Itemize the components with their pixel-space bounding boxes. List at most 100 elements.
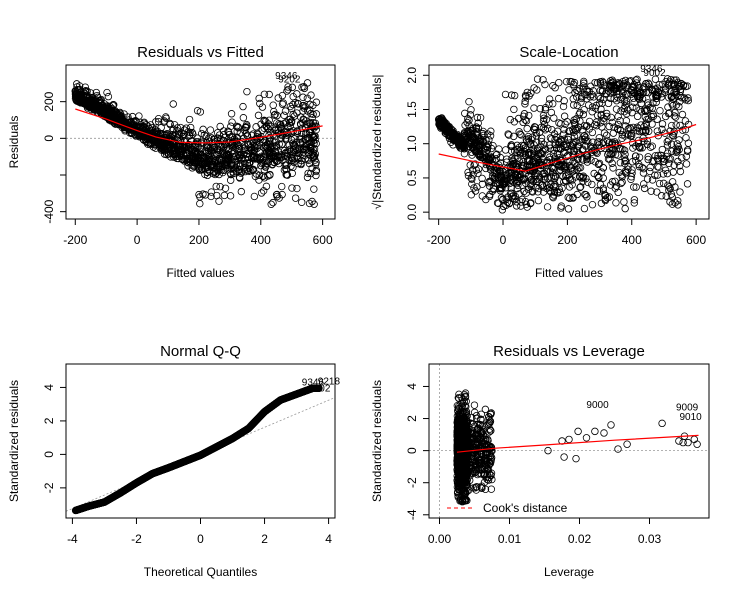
data-point bbox=[464, 168, 472, 177]
x-axis-label: Leverage bbox=[544, 565, 594, 579]
data-point bbox=[550, 175, 559, 183]
data-point bbox=[278, 140, 286, 148]
data-point bbox=[630, 196, 639, 204]
x-tick-label: 400 bbox=[251, 233, 271, 247]
data-point bbox=[472, 131, 480, 139]
x-tick-label: 0.02 bbox=[568, 532, 592, 546]
data-point bbox=[591, 104, 600, 112]
data-point bbox=[672, 76, 680, 84]
data-point bbox=[573, 190, 581, 199]
data-point bbox=[285, 119, 294, 127]
data-point bbox=[265, 90, 273, 99]
data-point bbox=[620, 154, 629, 162]
plot-title: Normal Q-Q bbox=[160, 343, 241, 360]
data-point bbox=[310, 185, 318, 193]
data-point bbox=[609, 149, 617, 157]
data-point bbox=[668, 87, 676, 96]
data-point bbox=[236, 166, 244, 174]
data-point bbox=[640, 184, 649, 193]
data-point bbox=[628, 86, 637, 94]
data-point bbox=[550, 188, 559, 197]
data-point bbox=[312, 171, 320, 180]
data-point bbox=[560, 112, 569, 120]
data-point bbox=[559, 172, 567, 181]
data-point bbox=[496, 153, 505, 162]
data-point bbox=[658, 145, 667, 154]
data-point bbox=[642, 80, 650, 88]
data-point bbox=[548, 125, 556, 134]
data-point bbox=[256, 148, 264, 156]
data-point bbox=[289, 100, 297, 109]
point-label: 9002 bbox=[308, 383, 331, 394]
data-point bbox=[616, 126, 625, 135]
data-point bbox=[653, 171, 662, 179]
data-point bbox=[606, 80, 615, 88]
data-point bbox=[263, 144, 271, 153]
data-point bbox=[676, 167, 685, 176]
data-point bbox=[474, 124, 483, 133]
data-point bbox=[94, 102, 103, 110]
data-point bbox=[612, 199, 620, 207]
data-point bbox=[620, 146, 629, 155]
data-point bbox=[180, 126, 189, 134]
data-point bbox=[285, 141, 294, 149]
data-point bbox=[684, 139, 693, 147]
data-point bbox=[196, 108, 205, 116]
data-point bbox=[288, 169, 296, 178]
data-point bbox=[265, 150, 274, 159]
data-point bbox=[468, 180, 476, 188]
data-point bbox=[539, 188, 548, 196]
data-point bbox=[279, 99, 287, 107]
data-point bbox=[262, 122, 270, 131]
data-point bbox=[513, 184, 521, 193]
data-point bbox=[570, 116, 578, 124]
data-point bbox=[621, 159, 629, 168]
data-point bbox=[678, 154, 686, 162]
data-point bbox=[199, 190, 207, 198]
data-point bbox=[523, 88, 532, 97]
data-point bbox=[204, 134, 213, 142]
data-point bbox=[184, 128, 192, 136]
data-point bbox=[75, 97, 83, 105]
data-point bbox=[274, 94, 282, 102]
data-point bbox=[580, 135, 589, 144]
x-tick-label: 0 bbox=[197, 532, 204, 546]
data-point bbox=[608, 159, 616, 167]
data-point bbox=[541, 106, 550, 114]
point-label: 9346 bbox=[640, 64, 663, 75]
data-point bbox=[543, 167, 551, 175]
x-tick-label: 400 bbox=[622, 233, 642, 247]
data-point bbox=[260, 124, 268, 132]
data-point bbox=[610, 123, 618, 131]
data-point bbox=[608, 76, 616, 84]
data-point bbox=[594, 92, 603, 101]
data-point bbox=[183, 149, 191, 157]
data-point bbox=[253, 129, 262, 138]
data-point bbox=[616, 159, 625, 167]
data-point bbox=[519, 118, 527, 127]
smooth-line bbox=[438, 123, 697, 172]
data-point bbox=[104, 92, 113, 101]
data-point bbox=[260, 174, 269, 182]
data-point bbox=[252, 123, 260, 131]
data-point bbox=[562, 77, 571, 86]
data-point bbox=[275, 140, 283, 148]
data-point bbox=[293, 184, 301, 193]
data-point bbox=[548, 163, 556, 172]
data-point bbox=[667, 140, 676, 148]
data-point bbox=[503, 198, 512, 206]
data-point bbox=[571, 121, 579, 129]
data-point bbox=[668, 193, 676, 201]
data-point bbox=[307, 109, 315, 118]
data-point bbox=[234, 123, 242, 131]
data-point bbox=[576, 173, 584, 181]
data-point bbox=[173, 154, 181, 163]
data-point bbox=[672, 121, 680, 129]
y-axis-label: Residuals bbox=[7, 116, 21, 169]
data-point bbox=[628, 108, 636, 117]
data-point bbox=[521, 179, 530, 187]
data-point bbox=[468, 166, 477, 174]
data-point bbox=[615, 90, 624, 98]
data-point bbox=[457, 144, 466, 152]
